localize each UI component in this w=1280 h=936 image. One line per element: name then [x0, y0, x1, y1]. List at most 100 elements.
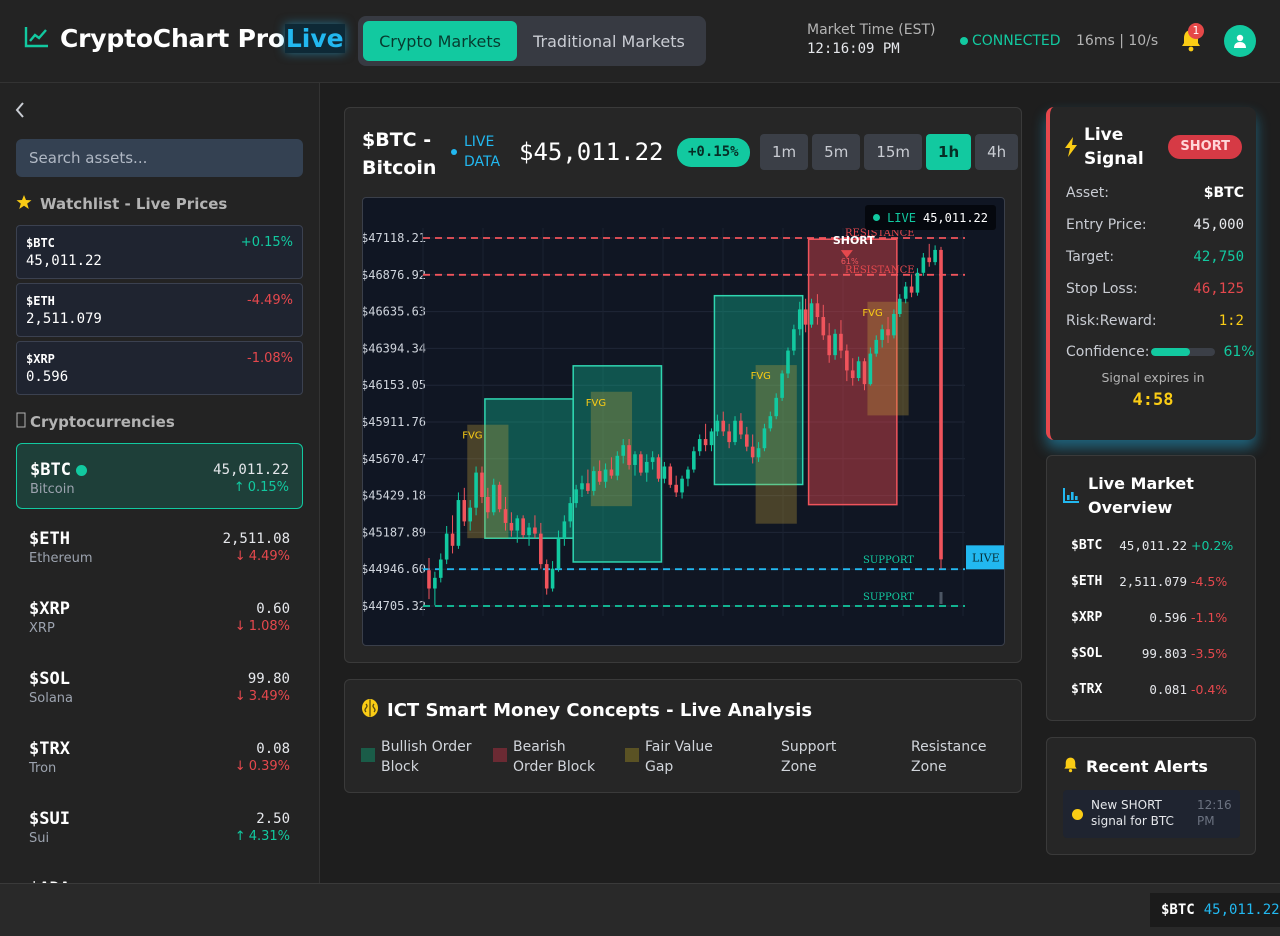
arrow-down-icon: ↓: [234, 619, 246, 634]
crypto-list-item[interactable]: $BTC Bitcoin 45,011.22 ↑ 0.15%: [16, 443, 303, 509]
crypto-change: ↓ 0.39%: [235, 759, 290, 774]
tab-traditional-markets[interactable]: Traditional Markets: [533, 31, 685, 51]
candle-body: [762, 428, 767, 449]
candle: [427, 558, 431, 600]
timeframe-1m-button[interactable]: 1m: [760, 134, 809, 170]
watchlist-symbol: $XRP: [26, 352, 55, 366]
overview-symbol: $ETH: [1071, 574, 1103, 589]
watchlist-item[interactable]: $XRP -1.08% 0.596: [16, 341, 303, 395]
user-icon: [1234, 34, 1246, 48]
crypto-list-item[interactable]: $SUI Sui 2.50 ↑ 4.31%: [16, 793, 303, 859]
overview-price: 0.596: [1149, 610, 1187, 625]
alert-item[interactable]: New SHORT signal for BTC 12:16 PM: [1063, 790, 1240, 838]
app-logo[interactable]: CryptoChart Pro Live: [24, 24, 345, 53]
ticker-bar: $BTC 45,011.22: [0, 883, 1280, 936]
candle-body: [803, 309, 808, 325]
live-badge-dot: [873, 214, 881, 221]
crypto-symbol: $TRX: [29, 739, 70, 759]
candle-body: [586, 483, 590, 491]
candle-body: [850, 370, 855, 379]
candle: [903, 281, 908, 304]
user-avatar[interactable]: [1224, 25, 1256, 57]
candle: [544, 559, 549, 595]
candle: [933, 245, 937, 266]
expires-label: Signal expires in: [1101, 370, 1205, 385]
candle: [909, 274, 914, 298]
overview-price: 99.803: [1141, 646, 1187, 661]
tab-crypto-markets[interactable]: Crypto Markets: [363, 21, 517, 61]
timeframe-5m-button[interactable]: 5m: [812, 134, 861, 170]
candle: [862, 358, 867, 391]
candle: [915, 268, 920, 296]
expires-countdown: 4:58: [1132, 390, 1174, 410]
y-tick-label: $44705.32: [363, 599, 426, 613]
candle-body: [503, 509, 508, 523]
timeframe-15m-button[interactable]: 15m: [864, 134, 923, 170]
candle-body: [839, 333, 843, 351]
overview-symbol: $SOL: [1071, 646, 1103, 661]
watchlist-item[interactable]: $ETH -4.49% 2,511.079: [16, 283, 303, 337]
chevron-left-icon[interactable]: [14, 101, 26, 123]
signal-row: Entry Price: 45,000: [1066, 217, 1244, 233]
watchlist-item[interactable]: $BTC +0.15% 45,011.22: [16, 225, 303, 279]
signal-title-row: Live Signal: [1064, 123, 1144, 171]
candle: [744, 426, 749, 452]
crypto-symbol-row: $XRP: [29, 599, 70, 619]
candle-body: [733, 420, 737, 443]
candle: [486, 487, 490, 519]
crypto-name: Ethereum: [29, 551, 93, 566]
recent-alerts-panel: Recent Alerts New SHORT signal for BTC 1…: [1046, 737, 1256, 855]
candle: [633, 451, 637, 476]
crypto-list-item[interactable]: $ADA: [16, 863, 303, 883]
live-data-label: LIVE DATA: [464, 134, 501, 170]
crypto-list-item[interactable]: $SOL Solana 99.80 ↓ 3.49%: [16, 653, 303, 719]
watchlist-header: Watchlist - Live Prices: [16, 194, 227, 214]
fvg-label: FVG: [586, 398, 606, 409]
candle-body: [674, 484, 678, 493]
candle: [533, 515, 537, 539]
price-chart[interactable]: $47118.21 $46876.92 $46635.63 $46394.34 $461…: [362, 197, 1005, 646]
timeframe-1h-button[interactable]: 1h: [926, 134, 972, 170]
candle: [674, 475, 678, 498]
crypto-list-item[interactable]: $TRX Tron 0.08 ↓ 0.39%: [16, 723, 303, 789]
y-tick-label: $46153.05: [363, 378, 426, 392]
crypto-change: ↑ 4.31%: [235, 829, 290, 844]
crypto-list-item[interactable]: $ETH Ethereum 2,511.08 ↓ 4.49%: [16, 513, 303, 579]
timeframe-4h-button[interactable]: 4h: [975, 134, 1019, 170]
watchlist-change: +0.15%: [240, 235, 293, 250]
search-input[interactable]: [16, 139, 303, 177]
candle: [574, 484, 578, 508]
legend-label: Resistance Zone: [911, 739, 987, 775]
candle: [774, 393, 779, 420]
candle-body: [480, 472, 484, 498]
candle-body: [580, 483, 584, 490]
signal-row: Asset: $BTC: [1066, 185, 1244, 201]
candle: [868, 347, 873, 386]
candle: [515, 515, 520, 543]
legend-resistance: Resistance Zone: [911, 737, 1001, 777]
candle: [756, 442, 761, 462]
ticker-item[interactable]: $BTC 45,011.22: [1150, 893, 1280, 927]
candle: [444, 525, 449, 565]
cryptocurrencies-title: Cryptocurrencies: [30, 413, 175, 431]
candle-body: [609, 469, 614, 476]
legend-label: Bearish Order Block: [513, 739, 596, 775]
crypto-list-item[interactable]: $XRP XRP 0.60 ↓ 1.08%: [16, 583, 303, 649]
app-header: CryptoChart Pro Live Crypto Markets Tradi…: [0, 0, 1280, 83]
coin-icon: [16, 412, 26, 432]
candle-body: [668, 466, 673, 485]
connection-status: CONNECTED: [960, 33, 1061, 49]
signal-row-label: Entry Price:: [1066, 217, 1147, 233]
candle: [597, 460, 602, 485]
candle: [768, 411, 773, 432]
candle-body: [527, 527, 531, 536]
brand-name: CryptoChart Pro: [60, 24, 285, 53]
ticker-price: 45,011.22: [1203, 902, 1280, 918]
signal-direction-badge: SHORT: [1168, 135, 1242, 159]
candle-body: [927, 257, 932, 263]
crypto-change: ↓ 4.49%: [235, 549, 290, 564]
candle-body: [650, 457, 655, 462]
candle-body: [868, 353, 873, 385]
y-tick-label: $46876.92: [363, 268, 426, 282]
overview-change: -1.1%: [1191, 610, 1228, 625]
